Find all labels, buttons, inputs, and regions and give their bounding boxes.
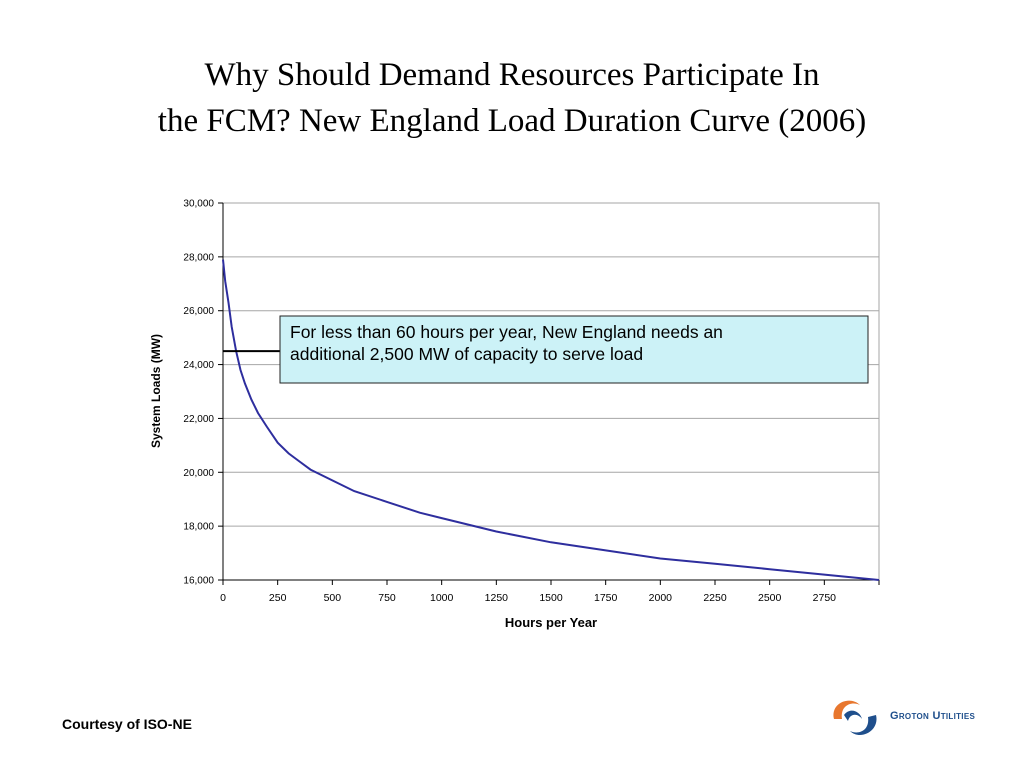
y-tick-label: 20,000 bbox=[183, 468, 214, 479]
x-tick-label: 1750 bbox=[594, 592, 618, 604]
x-tick-label: 2750 bbox=[813, 592, 837, 604]
annotation-box bbox=[279, 315, 869, 384]
x-tick-label: 2500 bbox=[758, 592, 782, 604]
slide-title: Why Should Demand Resources Participate … bbox=[0, 52, 1024, 144]
y-tick-label: 22,000 bbox=[183, 414, 214, 425]
groton-utilities-logo: Groton Utilities bbox=[826, 693, 976, 743]
slide-title-line-2: the FCM? New England Load Duration Curve… bbox=[157, 103, 867, 139]
slide-title-line-1: Why Should Demand Resources Participate … bbox=[204, 57, 820, 93]
annotation-text-line-1: For less than 60 hours per year, New Eng… bbox=[290, 322, 723, 342]
y-tick-label: 26,000 bbox=[183, 306, 214, 317]
y-axis-label: System Loads (MW) bbox=[149, 334, 163, 448]
x-tick-label: 750 bbox=[378, 592, 396, 604]
y-tick-label: 30,000 bbox=[183, 199, 214, 210]
plot-area bbox=[222, 202, 880, 581]
y-tick-label: 18,000 bbox=[183, 522, 214, 533]
y-tick-label: 24,000 bbox=[183, 360, 214, 371]
x-tick-label: 500 bbox=[324, 592, 342, 604]
logo-text: Groton Utilities bbox=[890, 710, 976, 722]
footer-credit: Courtesy of ISO-NE bbox=[62, 716, 192, 732]
y-tick-label: 28,000 bbox=[183, 252, 214, 263]
y-tick-label: 16,000 bbox=[183, 576, 214, 587]
x-tick-label: 2000 bbox=[649, 592, 673, 604]
series-line-load-duration bbox=[222, 259, 880, 581]
logo-icon bbox=[833, 700, 877, 736]
x-tick-label: 1500 bbox=[539, 592, 563, 604]
x-tick-label: 2250 bbox=[703, 592, 727, 604]
annotation-text-line-2: additional 2,500 MW of capacity to serve… bbox=[290, 344, 643, 364]
x-tick-label: 250 bbox=[269, 592, 287, 604]
ticks: 16,000 18,000 20,000 22,000 24,000 26,000 28,0… bbox=[183, 199, 880, 604]
x-tick-label: 1000 bbox=[430, 592, 454, 604]
x-tick-label: 0 bbox=[220, 592, 226, 604]
x-axis-label: Hours per Year bbox=[505, 615, 597, 630]
x-tick-label: 1250 bbox=[485, 592, 509, 604]
